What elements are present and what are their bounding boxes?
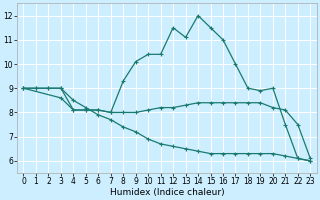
X-axis label: Humidex (Indice chaleur): Humidex (Indice chaleur) xyxy=(109,188,224,197)
